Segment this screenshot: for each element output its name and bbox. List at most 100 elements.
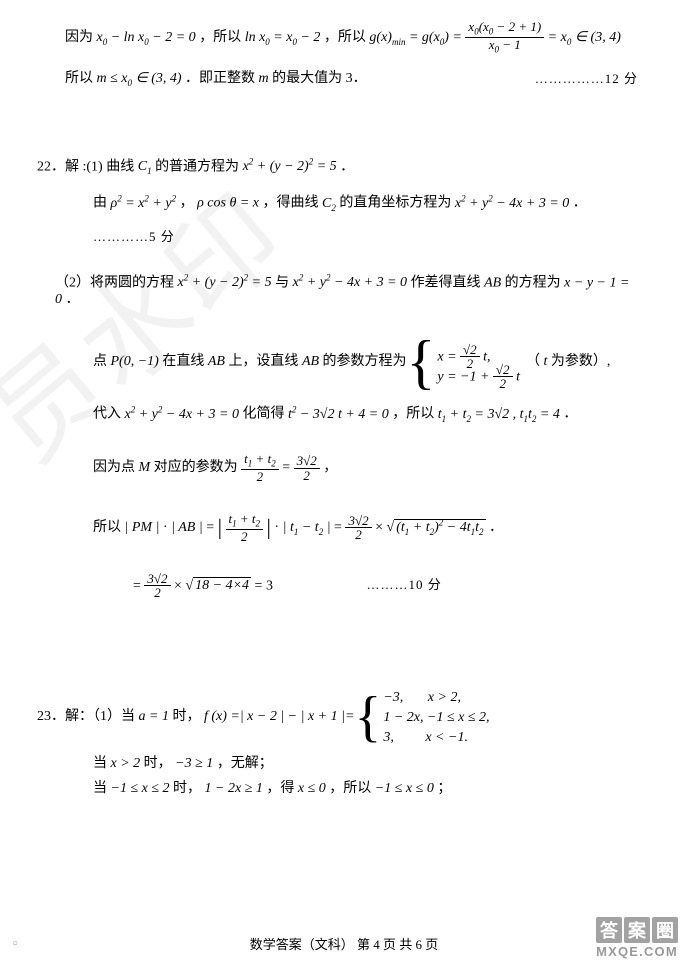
sqrt: √18 − 4×4 — [185, 577, 251, 593]
c2: C2 — [322, 196, 336, 211]
eq: −1 ≤ x ≤ 0 — [375, 781, 434, 796]
text: ； — [437, 781, 451, 796]
p22-line2: 由 ρ2 = x2 + y2 ， ρ cos θ = x ，得曲线 C2 的直角… — [65, 193, 638, 213]
fraction: 3√22 — [144, 572, 170, 600]
text: ， — [180, 196, 194, 211]
text: ． — [489, 520, 503, 535]
eq: f (x) =| x − 2 | − | x + 1 |= — [204, 709, 355, 724]
eq: = — [282, 460, 293, 475]
eq: x2 + y2 − 4x + 3 = 0 — [455, 196, 569, 211]
eq: g(x)min = g(x0) = — [369, 30, 465, 45]
score-10: ………10 分 — [366, 577, 441, 592]
eq: x2 + y2 − 4x + 3 = 0 — [293, 275, 407, 290]
abs-t1t2: | t1 − t2 | — [283, 520, 331, 535]
sqrt: √(t1 + t2)2 − 4t1t2 — [387, 519, 486, 535]
text: 与 — [275, 275, 289, 290]
text: ， — [323, 460, 337, 475]
eq: −1 ≤ x ≤ 2 — [111, 781, 170, 796]
param-cases: x = √22 t, y = −1 + √22 t — [437, 343, 520, 383]
eq: x2 + y2 − 4x + 3 = 0 — [125, 407, 239, 422]
text: （2）将两圆的方程 — [55, 275, 174, 290]
text: 23．解：（1）当 — [37, 709, 135, 724]
brace-icon: { — [407, 337, 436, 388]
eq: ln x0 = x0 − 2 — [245, 30, 321, 45]
fraction: t1 + t22 — [226, 512, 264, 544]
text: ，所以 — [329, 781, 371, 796]
eq: x0 − ln x0 − 2 = 0 — [97, 30, 196, 45]
score-12: ……………12 分 — [535, 71, 638, 87]
text: 22．解 :(1) 曲线 — [37, 159, 134, 174]
p22-line8: = 3√22 × √18 − 4×4 = 3 ………10 分 — [65, 572, 638, 600]
site-logo: 答 案 圈 MXQE.COM — [596, 917, 678, 959]
text: ． — [563, 407, 577, 422]
fraction: 3√22 — [294, 454, 320, 482]
p21-line2: 所以 m ≤ x0 ∈ (3, 4) ．即正整数 m 的最大值为 3． …………… — [65, 71, 638, 89]
text: ． — [340, 159, 354, 174]
text: 的最大值为 3． — [272, 71, 367, 86]
text: 时， — [172, 709, 200, 724]
dot: · — [274, 520, 279, 535]
piecewise-cases: −3, x > 2, 1 − 2x, −1 ≤ x ≤ 2, 3, x < −1… — [383, 688, 489, 748]
eq: a = 1 — [139, 709, 169, 724]
page-footer: 数学答案（文科） 第 4 页 共 6 页 — [0, 934, 688, 953]
eq: x > 2 — [111, 756, 141, 771]
text: 点 — [93, 354, 107, 369]
text: 当 — [93, 756, 107, 771]
eq: x2 + (y − 2)2 = 5 — [178, 275, 272, 290]
eq: ρ cos θ = x — [197, 196, 259, 211]
text: ，所以 — [392, 407, 434, 422]
logo-tile-3: 圈 — [652, 917, 678, 943]
eq: = — [133, 578, 144, 593]
p22-score1: …………5 分 — [65, 229, 638, 245]
logo-url: MXQE.COM — [596, 944, 678, 959]
eq: t1 + t2 = 3√2 , t1t2 = 4 — [438, 407, 560, 422]
text: 的直角坐标方程为 — [339, 196, 451, 211]
text: 时， — [144, 756, 172, 771]
text: ． — [573, 196, 587, 211]
eq: t2 − 3√2 t + 4 = 0 — [288, 407, 389, 422]
text: 时， — [173, 781, 201, 796]
eq: m ≤ x0 ∈ (3, 4) — [97, 71, 182, 86]
p22-line4: 点 P(0, −1) 在直线 AB 上，设直线 AB 的参数方程为 { x = … — [65, 337, 638, 388]
text: ，得 — [266, 781, 294, 796]
text: 所以 — [93, 520, 121, 535]
p22-line3: （2）将两圆的方程 x2 + (y − 2)2 = 5 与 x2 + y2 − … — [55, 273, 638, 309]
abs-pm: | PM | — [125, 520, 160, 535]
p22-line6: 因为点 M 对应的参数为 t1 + t22 = 3√22 ， — [65, 452, 638, 484]
text: ．即正整数 — [185, 71, 255, 86]
logo-tile-1: 答 — [596, 917, 622, 943]
logo-tile-2: 案 — [624, 917, 650, 943]
text: 的参数方程为 — [323, 354, 407, 369]
text: ，所以 — [199, 30, 241, 45]
p23-line1: 23．解：（1）当 a = 1 时， f (x) =| x − 2 | − | … — [37, 688, 638, 748]
ab: AB — [484, 275, 501, 290]
text: 化简得 — [242, 407, 284, 422]
ab: AB — [302, 354, 319, 369]
eq: x2 + (y − 2)2 = 5 — [243, 159, 337, 174]
text: 由 — [93, 196, 107, 211]
p23-line3: 当 −1 ≤ x ≤ 2 时， 1 − 2x ≥ 1 ，得 x ≤ 0 ，所以 … — [65, 781, 638, 798]
text: 在直线 — [162, 354, 204, 369]
case-1: −3, x > 2, — [383, 688, 489, 708]
fraction: 3√22 — [345, 514, 371, 542]
text: 代入 — [93, 407, 121, 422]
eq: x ≤ 0 — [298, 781, 326, 796]
text: （ — [526, 354, 540, 369]
dot: · — [163, 520, 168, 535]
eq: 1 − 2x ≥ 1 — [205, 781, 263, 796]
eq: = 3 — [255, 578, 273, 593]
case-3: 3, x < −1. — [383, 728, 489, 748]
text: 因为 — [65, 30, 93, 45]
case-2: 1 − 2x, −1 ≤ x ≤ 2, — [383, 708, 489, 728]
p22-line7: 所以 | PM | · | AB | = | t1 + t22 | · | t1… — [65, 512, 638, 544]
text: 作差得直线 — [411, 275, 481, 290]
p23-line2: 当 x > 2 时， −3 ≥ 1 ，无解； — [65, 756, 638, 773]
text: 为参数）, — [551, 354, 611, 369]
p21-line1: 因为 x0 − ln x0 − 2 = 0 ，所以 ln x0 = x0 − 2… — [65, 20, 638, 55]
t-var: t — [543, 354, 547, 369]
text: 上，设直线 — [228, 354, 298, 369]
times: × — [174, 578, 185, 593]
text: ，所以 — [324, 30, 366, 45]
eq: −3 ≥ 1 — [175, 756, 213, 771]
text: 当 — [93, 781, 107, 796]
